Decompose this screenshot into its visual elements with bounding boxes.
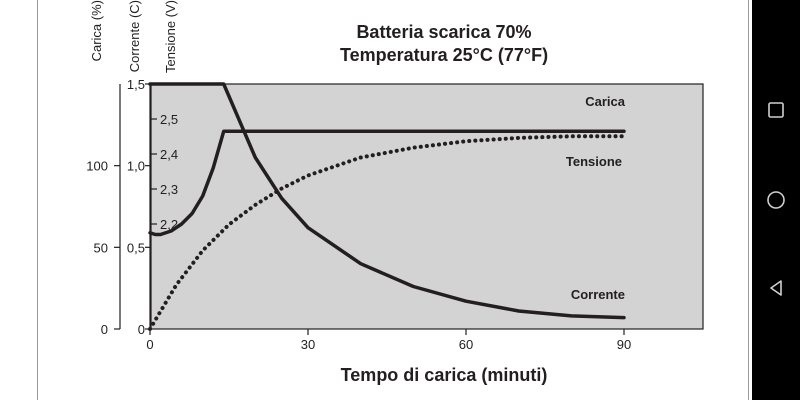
- home-icon: [767, 191, 785, 209]
- recents-icon: [768, 102, 784, 118]
- series-line-tensione: [148, 129, 626, 237]
- chart-title: Batteria scarica 70%: [356, 22, 531, 42]
- chart-subtitle: Temperatura 25°C (77°F): [340, 45, 548, 65]
- y-tick-label-tensione-3: 2,5: [160, 112, 178, 127]
- y-axis-label-corrente: Corrente (C): [127, 0, 142, 72]
- y-tick-label-corrente-3: 1,5: [127, 77, 145, 92]
- page-left-border: [37, 0, 38, 400]
- series-label-tensione: Tensione: [566, 154, 622, 169]
- y-tick-label-corrente-0: 0: [138, 322, 145, 337]
- y-axis-label-tensione: Tensione (V): [163, 0, 178, 73]
- y-tick-label-corrente-1: 0,5: [127, 240, 145, 255]
- y-tick-label-carica-2: 100: [86, 159, 108, 174]
- x-tick-label-0: 0: [146, 337, 153, 352]
- chart: Batteria scarica 70% Temperatura 25°C (77…: [86, 0, 704, 385]
- y-tick-label-carica-1: 50: [94, 240, 108, 255]
- series-label-corrente: Corrente: [571, 287, 625, 302]
- back-icon: [770, 280, 782, 296]
- y-tick-label-corrente-2: 1,0: [127, 159, 145, 174]
- back-button[interactable]: [752, 264, 800, 312]
- x-axis-label: Tempo di carica (minuti): [341, 365, 548, 385]
- series-line-corrente: [148, 82, 626, 320]
- x-tick-label-1: 30: [301, 337, 315, 352]
- x-tick-label-3: 90: [617, 337, 631, 352]
- series-label-carica: Carica: [585, 94, 626, 109]
- home-button[interactable]: [752, 176, 800, 224]
- y-tick-label-carica-0: 0: [101, 322, 108, 337]
- y-axis-label-carica: Carica (%): [89, 0, 104, 61]
- series-line-carica: [148, 134, 626, 331]
- y-tick-label-tensione-1: 2,3: [160, 182, 178, 197]
- recents-button[interactable]: [752, 86, 800, 134]
- y-tick-label-tensione-2: 2,4: [160, 147, 178, 162]
- page-right-border: [748, 0, 749, 400]
- navigation-bar: [752, 0, 800, 400]
- x-tick-label-2: 60: [459, 337, 473, 352]
- page: Batteria scarica 70% Temperatura 25°C (77…: [0, 0, 752, 400]
